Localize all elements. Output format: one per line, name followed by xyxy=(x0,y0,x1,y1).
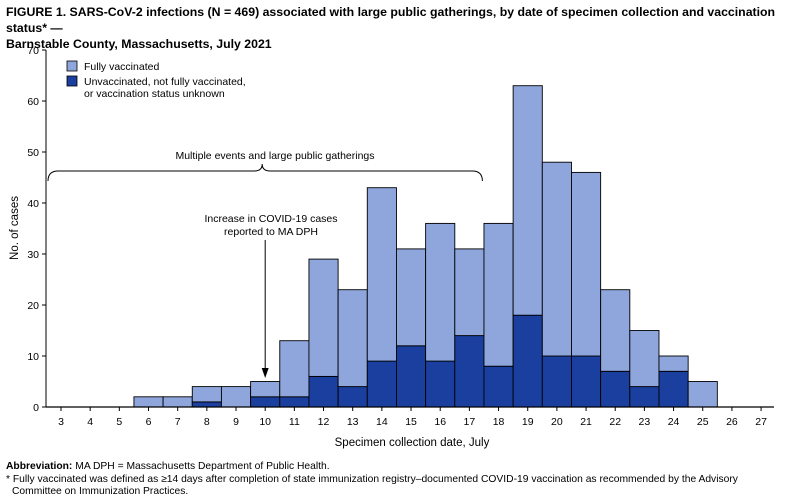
y-tick-label: 40 xyxy=(27,198,39,210)
x-tick-label: 9 xyxy=(233,416,239,428)
y-tick-label: 20 xyxy=(27,300,39,312)
y-axis: 0 10 20 30 40 50 60 70 xyxy=(27,45,47,414)
bar-unvaccinated-18 xyxy=(483,365,514,408)
bar-fully-vaccinated-13 xyxy=(337,289,368,388)
legend-label-fully-vaccinated: Fully vaccinated xyxy=(84,61,159,73)
bar-fully-vaccinated-18 xyxy=(483,222,514,367)
bar-unvaccinated-17 xyxy=(454,335,485,408)
y-axis-label: No. of cases xyxy=(9,196,21,260)
x-tick-label: 14 xyxy=(376,416,388,428)
x-tick-label: 25 xyxy=(697,416,709,428)
abbreviation-prefix: Abbreviation: xyxy=(6,461,73,472)
x-tick-label: 7 xyxy=(175,416,181,428)
x-tick-label: 3 xyxy=(58,416,64,428)
y-tick-label: 50 xyxy=(27,147,39,159)
title-line-2: Barnstable County, Massachusetts, July 2… xyxy=(6,37,272,51)
increase-annotation: Increase in COVID-19 cases reported to M… xyxy=(204,213,338,378)
bar-unvaccinated-11 xyxy=(279,396,310,408)
x-tick-label: 10 xyxy=(259,416,271,428)
x-axis-label: Specimen collection date, July xyxy=(335,437,490,449)
y-tick-label: 30 xyxy=(27,249,39,261)
x-tick-label: 5 xyxy=(116,416,122,428)
abbreviation-note: Abbreviation: MA DPH = Massachusetts Dep… xyxy=(6,461,791,474)
bar-fully-vaccinated-16 xyxy=(425,222,456,362)
footnote-line-1: * Fully vaccinated was defined as ≥14 da… xyxy=(6,473,738,485)
x-tick-label: 4 xyxy=(87,416,93,428)
bar-fully-vaccinated-12 xyxy=(308,258,339,377)
events-label: Multiple events and large public gatheri… xyxy=(175,150,374,162)
footnote-line-2: Committee on Immunization Practices. xyxy=(12,486,189,497)
bar-fully-vaccinated-9 xyxy=(220,386,252,408)
bar-fully-vaccinated-15 xyxy=(396,248,427,347)
bar-fully-vaccinated-17 xyxy=(454,248,485,337)
legend-label-unvaccinated-line-2: or vaccination status unknown xyxy=(84,88,225,100)
x-tick-label: 8 xyxy=(204,416,210,428)
x-tick-label: 21 xyxy=(580,416,592,428)
events-annotation: Multiple events and large public gatheri… xyxy=(47,150,483,182)
bar-fully-vaccinated-19 xyxy=(512,85,543,316)
bar-unvaccinated-8 xyxy=(191,401,222,408)
legend-swatch-fully-vaccinated xyxy=(66,60,78,72)
x-tick-label: 19 xyxy=(522,416,534,428)
bar-fully-vaccinated-11 xyxy=(279,340,310,398)
bar-unvaccinated-15 xyxy=(396,345,427,408)
x-tick-label: 15 xyxy=(405,416,417,428)
legend-swatch-unvaccinated xyxy=(66,75,78,87)
x-tick-label: 20 xyxy=(551,416,563,428)
y-tick-label: 60 xyxy=(27,96,39,108)
increase-label-line-1: Increase in COVID-19 cases xyxy=(204,213,337,225)
y-tick-label: 70 xyxy=(27,45,39,57)
bar-unvaccinated-12 xyxy=(308,375,339,408)
title-line-1: FIGURE 1. SARS-CoV-2 infections (N = 469… xyxy=(6,5,776,35)
x-tick-label: 22 xyxy=(609,416,621,428)
increase-arrow-head xyxy=(261,368,269,378)
bar-unvaccinated-19 xyxy=(512,314,543,408)
bar-unvaccinated-20 xyxy=(541,355,572,408)
bar-fully-vaccinated-8 xyxy=(191,386,222,403)
abbreviation-text: MA DPH = Massachusetts Department of Pub… xyxy=(72,461,330,472)
bar-fully-vaccinated-10 xyxy=(250,381,281,398)
bar-fully-vaccinated-7 xyxy=(162,396,193,408)
x-tick-label: 11 xyxy=(289,416,300,428)
bar-fully-vaccinated-14 xyxy=(366,187,397,362)
bar-unvaccinated-10 xyxy=(250,396,281,408)
x-tick-label: 27 xyxy=(755,416,767,428)
bar-fully-vaccinated-23 xyxy=(629,330,660,388)
x-tick-label: 26 xyxy=(726,416,738,428)
y-tick-label: 0 xyxy=(33,402,39,414)
bar-fully-vaccinated-6 xyxy=(133,396,164,408)
bar-unvaccinated-23 xyxy=(629,386,660,408)
x-tick-label: 16 xyxy=(434,416,446,428)
increase-label-line-2: reported to MA DPH xyxy=(224,226,318,238)
x-tick-label: 13 xyxy=(347,416,359,428)
bar-fully-vaccinated-24 xyxy=(658,355,689,372)
bar-unvaccinated-13 xyxy=(337,386,368,408)
bar-unvaccinated-16 xyxy=(425,360,456,408)
stacked-bar-chart: 0 10 20 30 40 50 60 70 3 4 5 6 7 8 9 10 11 12 13 14 15 16 17 1… xyxy=(9,45,774,449)
x-tick-label: 12 xyxy=(318,416,330,428)
bar-fully-vaccinated-20 xyxy=(541,161,572,357)
x-tick-label: 17 xyxy=(464,416,476,428)
bar-unvaccinated-24 xyxy=(658,370,689,408)
x-tick-label: 6 xyxy=(146,416,152,428)
x-axis: 3 4 5 6 7 8 9 10 11 12 13 14 15 16 17 18 19 20 21 22 23 24 25 2… xyxy=(46,406,774,428)
bar-fully-vaccinated-25 xyxy=(687,381,718,408)
legend-label-unvaccinated-line-1: Unvaccinated, not fully vaccinated, xyxy=(84,76,246,88)
bar-fully-vaccinated-22 xyxy=(600,289,631,372)
x-tick-label: 23 xyxy=(639,416,651,428)
bar-fully-vaccinated-21 xyxy=(571,171,602,357)
bar-unvaccinated-22 xyxy=(600,370,631,408)
x-tick-label: 24 xyxy=(668,416,680,428)
bars xyxy=(133,85,718,408)
events-brace xyxy=(47,163,483,182)
bar-unvaccinated-14 xyxy=(366,360,397,408)
y-tick-label: 10 xyxy=(27,351,39,363)
footnotes: Abbreviation: MA DPH = Massachusetts Dep… xyxy=(6,461,791,499)
figure-title: FIGURE 1. SARS-CoV-2 infections (N = 469… xyxy=(6,4,791,52)
legend: Fully vaccinated Unvaccinated, not fully… xyxy=(66,60,246,100)
x-tick-label: 18 xyxy=(493,416,505,428)
bar-unvaccinated-21 xyxy=(571,355,602,408)
